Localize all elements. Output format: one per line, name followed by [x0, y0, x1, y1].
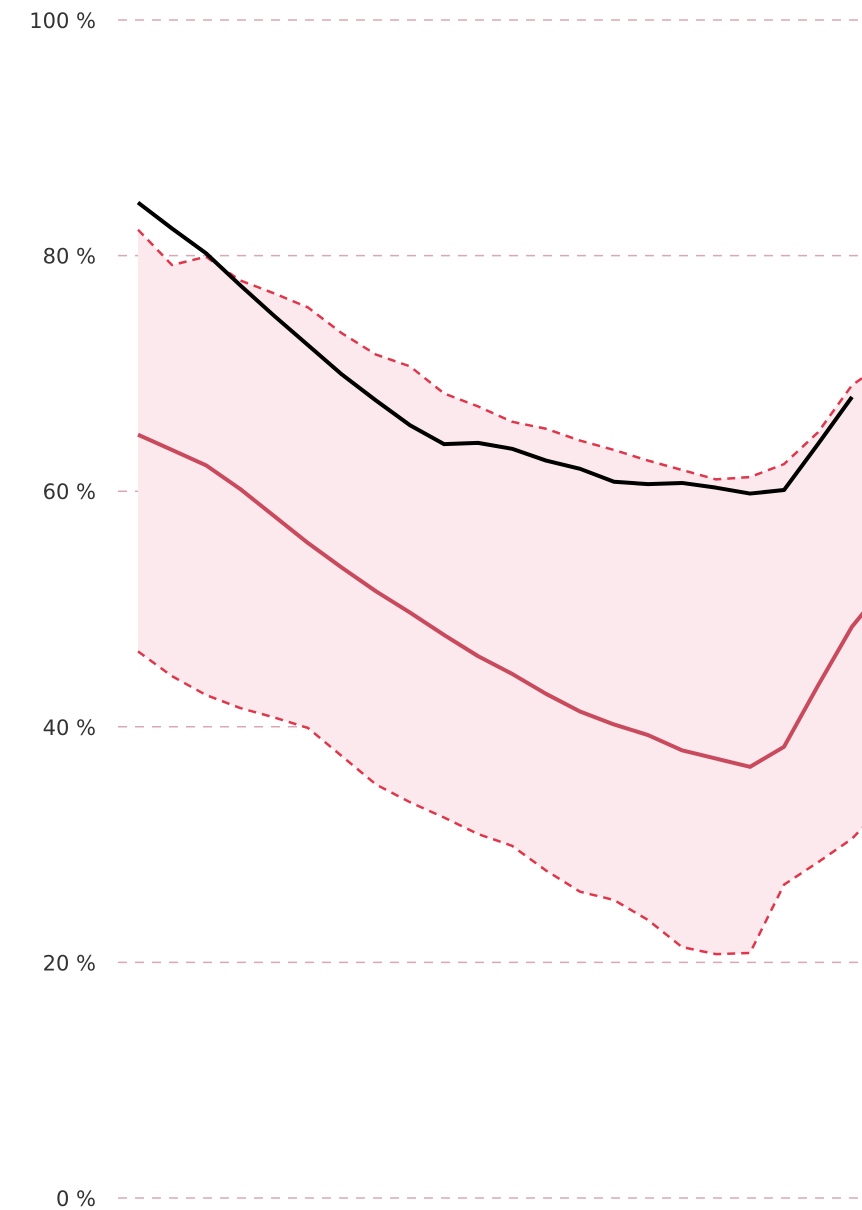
interval-band — [138, 229, 862, 955]
y-tick-label: 80 % — [43, 245, 96, 269]
interval-bound-line — [137, 650, 862, 956]
series — [136, 200, 862, 956]
y-axis-ticks: 0 % 20 % 40 % 60 % 80 % 100 % — [29, 9, 96, 1210]
series-line-red — [137, 432, 862, 769]
y-tick-label: 40 % — [43, 716, 96, 740]
y-tick-label: 60 % — [43, 480, 96, 504]
y-tick-label: 100 % — [29, 9, 96, 33]
y-tick-label: 0 % — [56, 1187, 96, 1210]
series-line-black — [136, 200, 854, 496]
interval-bound-line — [137, 228, 862, 481]
y-tick-label: 20 % — [43, 951, 96, 975]
